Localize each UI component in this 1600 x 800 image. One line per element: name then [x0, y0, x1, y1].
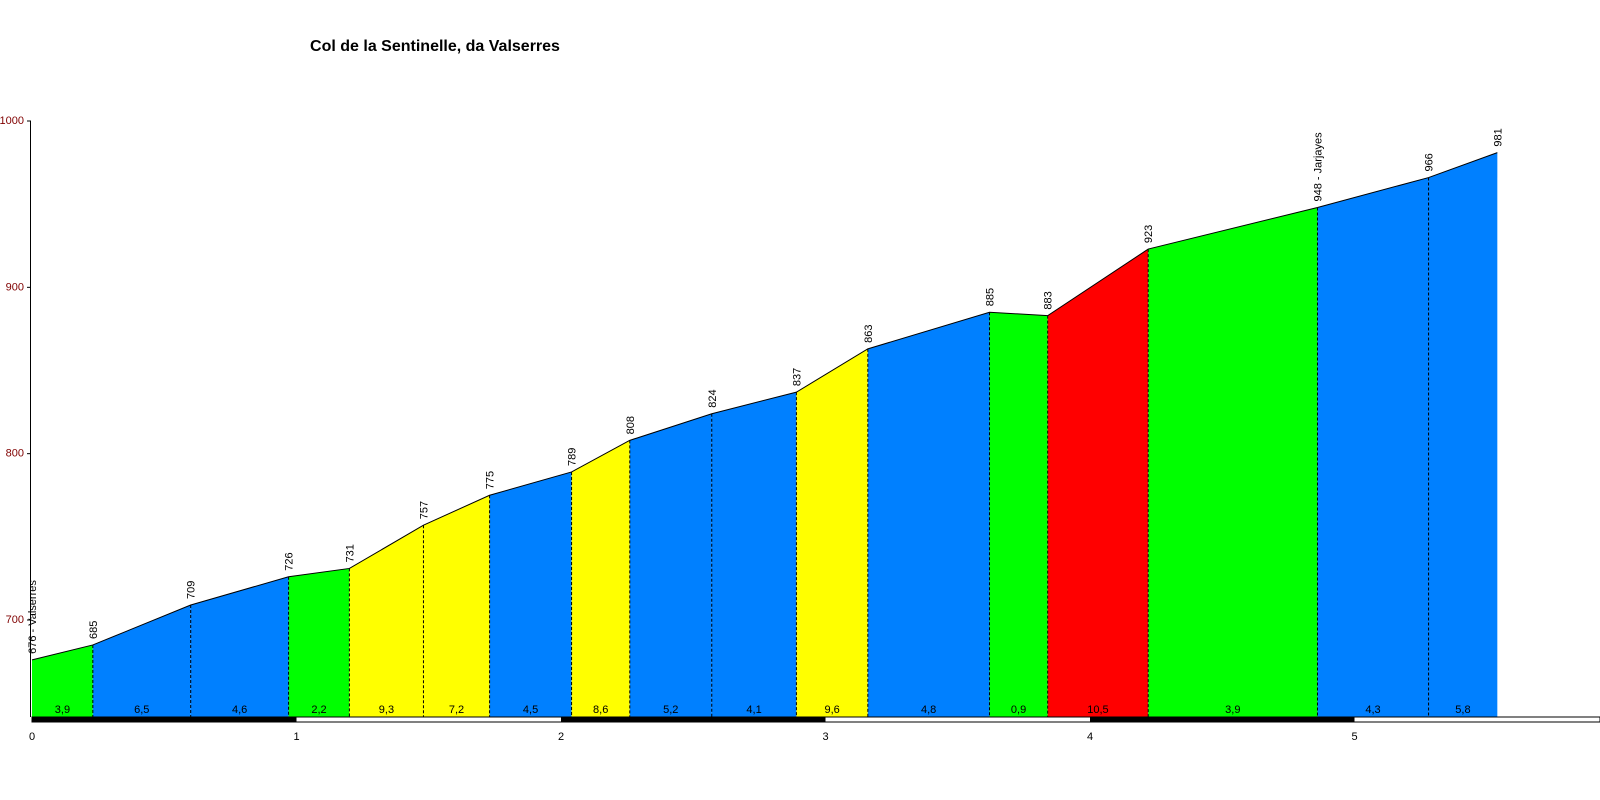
profile-line	[31, 152, 1498, 661]
segment-area-6	[423, 495, 490, 717]
x-tick-label-2: 2	[558, 731, 564, 743]
segment-area-7	[489, 471, 572, 717]
point-elevation-label-17: 981	[1492, 128, 1504, 146]
point-elevation-label-15: 948 - Jarjayes	[1312, 132, 1324, 202]
x-scale-black-0	[32, 717, 297, 722]
y-tick-label-800: 800	[6, 448, 24, 460]
segment-gradient-label-7: 4,5	[523, 704, 538, 716]
point-elevation-label-3: 726	[284, 552, 296, 570]
x-tick-label-3: 3	[823, 731, 829, 743]
segment-gradient-label-10: 4,1	[746, 704, 761, 716]
segment-area-12	[867, 312, 990, 717]
segment-area-11	[796, 348, 868, 717]
point-elevation-label-11: 863	[863, 325, 875, 343]
profile-outline-layer	[31, 152, 1498, 717]
x-scale-black-2	[561, 717, 826, 722]
y-tick-label-1000: 1000	[0, 115, 24, 127]
segment-area-10	[711, 392, 797, 717]
segment-area-16	[1317, 177, 1429, 717]
segment-gradient-label-4: 2,2	[311, 704, 326, 716]
segment-gradient-label-15: 3,9	[1225, 704, 1240, 716]
segment-gradient-label-5: 9,3	[379, 704, 394, 716]
x-tick-label-1: 1	[294, 731, 300, 743]
segment-area-8	[571, 440, 630, 717]
point-elevation-label-7: 789	[567, 448, 579, 466]
segment-gradient-label-1: 3,9	[55, 704, 70, 716]
segment-gradient-label-16: 4,3	[1365, 704, 1380, 716]
segment-gradient-label-13: 0,9	[1011, 704, 1026, 716]
segment-gradient-label-2: 6,5	[134, 704, 149, 716]
chart-title: Col de la Sentinelle, da Valserres	[310, 38, 560, 55]
labels-layer: 700 800 900 1000 0 1 2 3 4 5 3,9 6,5 4,6 2,2 9,3 7,2 4,5…	[0, 115, 1504, 743]
point-elevation-label-14: 923	[1143, 225, 1155, 243]
point-elevation-label-8: 808	[625, 416, 637, 434]
y-tick-label-700: 700	[6, 614, 24, 626]
segment-area-17	[1428, 152, 1498, 717]
segment-gradient-label-8: 8,6	[593, 704, 608, 716]
point-elevation-label-1: 685	[88, 621, 100, 639]
point-elevation-label-13: 883	[1043, 291, 1055, 309]
segment-area-4	[288, 568, 350, 717]
x-tick-label-4: 4	[1087, 731, 1093, 743]
profile-fill-layer	[32, 152, 1498, 717]
segment-gradient-label-6: 7,2	[449, 704, 464, 716]
segment-gradient-label-11: 9,6	[824, 704, 839, 716]
y-tick-label-900: 900	[6, 281, 24, 293]
segment-area-2	[92, 605, 191, 717]
point-elevation-label-0: 676 - Valserres	[27, 580, 39, 654]
segment-gradient-label-3: 4,6	[232, 704, 247, 716]
point-elevation-label-16: 966	[1424, 153, 1436, 171]
segment-gradient-label-14: 10,5	[1087, 704, 1108, 716]
x-scale-black-4	[1090, 717, 1355, 722]
point-elevation-label-2: 709	[186, 581, 198, 599]
x-tick-label-0: 0	[29, 731, 35, 743]
segment-gradient-label-12: 4,8	[921, 704, 936, 716]
segment-area-13	[989, 312, 1048, 717]
axes-layer	[27, 120, 1600, 723]
point-elevation-label-6: 775	[485, 471, 497, 489]
segment-area-15	[1148, 207, 1318, 717]
segment-area-5	[349, 525, 424, 717]
point-elevation-label-4: 731	[344, 544, 356, 562]
point-elevation-label-10: 837	[791, 368, 803, 386]
segment-area-3	[190, 576, 289, 717]
segment-gradient-label-17: 5,8	[1455, 704, 1470, 716]
segment-gradient-label-9: 5,2	[663, 704, 678, 716]
segment-area-1	[32, 644, 93, 717]
point-elevation-label-9: 824	[707, 389, 719, 407]
x-tick-label-5: 5	[1352, 731, 1358, 743]
point-elevation-label-12: 885	[984, 288, 996, 306]
segment-area-14	[1047, 249, 1149, 717]
point-elevation-label-5: 757	[418, 501, 430, 519]
segment-area-9	[629, 413, 712, 717]
